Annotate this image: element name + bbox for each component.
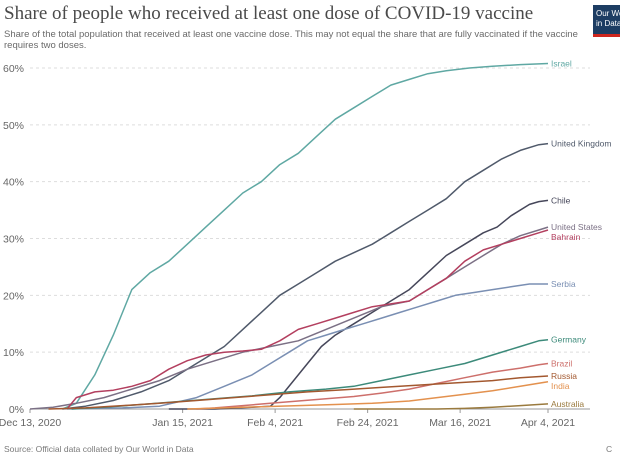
- series-label-brazil[interactable]: Brazil: [551, 359, 572, 369]
- series-line-germany[interactable]: [71, 338, 549, 410]
- axes: 0% 10% 20% 30% 40% 50% 60% Dec 13, 2020 Jan 15, …: [0, 63, 575, 429]
- y-tick-label: 0%: [9, 404, 24, 416]
- license-note: C: [606, 444, 613, 454]
- x-tick-label: Feb 24, 2021: [337, 417, 399, 429]
- owid-logo[interactable]: Our World in Data: [593, 5, 620, 37]
- series-line-bahrain[interactable]: [66, 229, 549, 410]
- series-label-australia[interactable]: Australia: [551, 399, 584, 409]
- series-label-serbia[interactable]: Serbia: [551, 279, 576, 289]
- series-label-united-states[interactable]: United States: [551, 222, 602, 232]
- y-tick-label: 40%: [3, 177, 24, 189]
- y-tick-label: 60%: [3, 63, 24, 75]
- series-label-israel[interactable]: Israel: [551, 58, 572, 68]
- chart-title: Share of people who received at least on…: [4, 3, 534, 24]
- x-tick-label: Apr 4, 2021: [521, 417, 575, 429]
- x-tick-label: Feb 4, 2021: [247, 417, 303, 429]
- series-line-russia[interactable]: [48, 375, 549, 410]
- series-label-germany[interactable]: Germany: [551, 335, 587, 345]
- source-note: Source: Official data collated by Our Wo…: [4, 444, 194, 454]
- chart-subtitle: Share of the total population that recei…: [4, 29, 578, 51]
- y-tick-label: 50%: [3, 120, 24, 132]
- x-tick-label: Dec 13, 2020: [0, 417, 61, 429]
- series-label-united-kingdom[interactable]: United Kingdom: [551, 139, 611, 149]
- logo-line-2: in Data: [596, 19, 620, 28]
- series-line-india[interactable]: [187, 380, 549, 410]
- logo-line-1: Our World: [596, 9, 620, 18]
- series-label-bahrain[interactable]: Bahrain: [551, 232, 581, 242]
- series-line-serbia[interactable]: [66, 283, 548, 410]
- series-line-chile[interactable]: [168, 199, 549, 410]
- series-line-united-kingdom[interactable]: [62, 142, 549, 410]
- y-tick-label: 10%: [3, 347, 24, 359]
- gridlines: [30, 67, 590, 410]
- y-tick-label: 20%: [3, 290, 24, 302]
- series-label-russia[interactable]: Russia: [551, 371, 577, 381]
- series-label-chile[interactable]: Chile: [551, 195, 571, 205]
- series-labels: Israel United Kingdom Chile United StatesBa…: [551, 58, 611, 408]
- series-line-united-states[interactable]: [29, 226, 549, 410]
- series-label-india[interactable]: India: [551, 381, 570, 391]
- series-line-israel[interactable]: [62, 62, 549, 410]
- series-lines: [29, 62, 549, 410]
- series-line-brazil[interactable]: [196, 362, 549, 410]
- x-tick-label: Mar 16, 2021: [429, 417, 491, 429]
- series-line-australia[interactable]: [353, 403, 549, 410]
- x-tick-label: Jan 15, 2021: [152, 417, 213, 429]
- y-tick-label: 30%: [3, 234, 24, 246]
